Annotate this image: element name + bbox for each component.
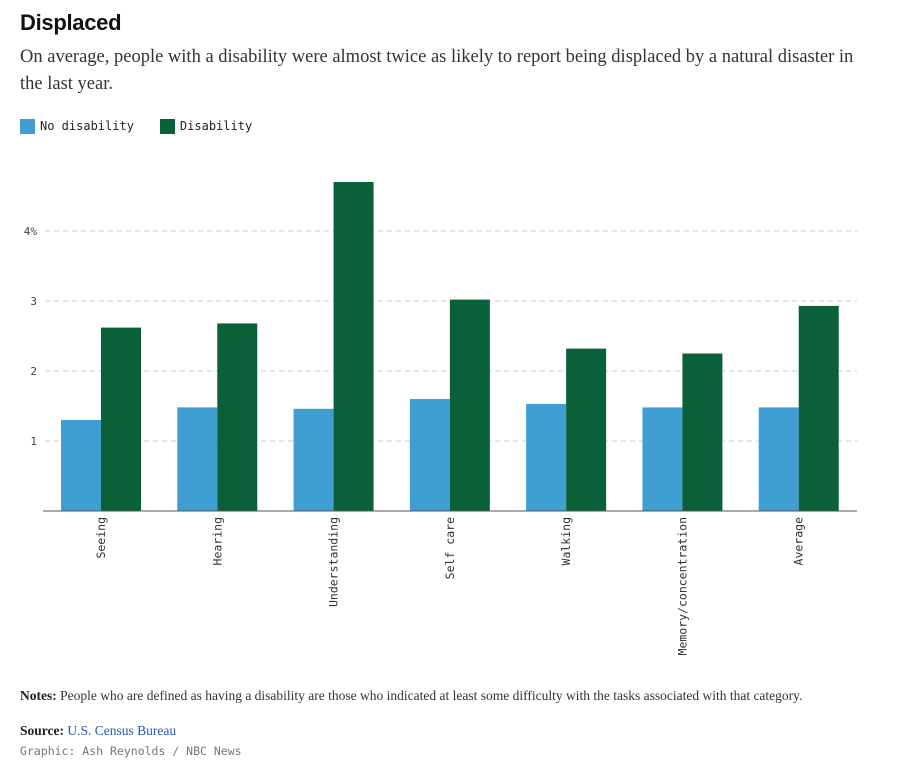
notes-label: Notes:: [20, 688, 57, 703]
x-tick-label: Average: [792, 517, 806, 566]
bar-disability: [217, 323, 258, 511]
legend-item-no-disability: No disability: [20, 118, 134, 134]
legend-label-disability: Disability: [179, 119, 253, 133]
legend-label-no-disability: No disability: [40, 119, 134, 133]
legend-swatch-no-disability: [20, 118, 35, 134]
y-tick-label: 1: [30, 435, 37, 448]
x-tick-label: Self care: [443, 517, 457, 579]
bar-disability: [333, 182, 374, 511]
x-tick-label: Hearing: [210, 517, 224, 565]
source-link[interactable]: U.S. Census Bureau: [67, 723, 177, 738]
x-tick-label: Seeing: [94, 517, 108, 559]
x-tick-label: Walking: [559, 517, 573, 565]
bar-no-disability: [642, 407, 683, 511]
y-tick-label: 3: [30, 295, 37, 308]
chart-subtitle: On average, people with a disability wer…: [20, 47, 854, 94]
bar-no-disability: [526, 403, 567, 511]
notes: Notes: People who are defined as having …: [20, 688, 860, 704]
bar-disability: [449, 299, 490, 511]
bar-disability: [682, 353, 723, 511]
legend-item-disability: Disability: [159, 118, 253, 134]
bar-no-disability: [293, 408, 334, 511]
x-tick-label: Understanding: [327, 517, 341, 607]
source-label: Source:: [20, 723, 64, 738]
bar-disability: [566, 348, 607, 511]
chart-title: Displaced: [20, 10, 122, 35]
y-tick-label: 2: [30, 365, 37, 378]
bar-chart: 1 2 3 4% Seeing Hearing Understanding Self care…: [24, 182, 857, 655]
bar-no-disability: [409, 399, 450, 511]
legend-swatch-disability: [159, 118, 175, 134]
x-tick-label: Memory/concentration: [675, 517, 689, 655]
source: Source: U.S. Census Bureau: [20, 723, 176, 739]
bar-disability: [798, 305, 839, 511]
graphic-credit: Graphic: Ash Reynolds / NBC News: [20, 744, 242, 758]
bar-disability: [101, 327, 141, 511]
notes-text: People who are defined as having a disab…: [60, 688, 803, 703]
bar-no-disability: [61, 420, 101, 511]
bar-no-disability: [177, 407, 218, 511]
legend: No disability Disability: [20, 118, 278, 134]
y-tick-label: 4%: [24, 225, 38, 238]
bar-no-disability: [758, 407, 799, 511]
